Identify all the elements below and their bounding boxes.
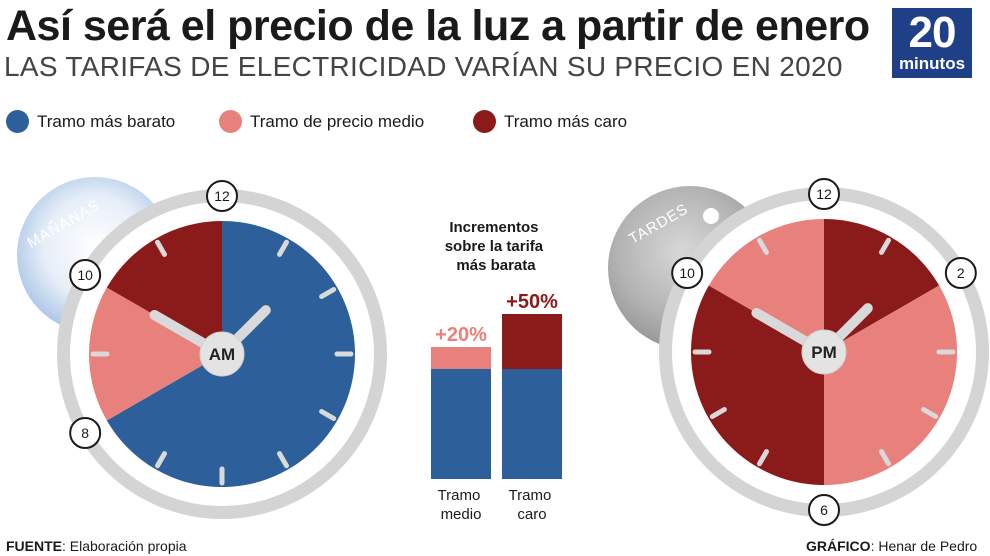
svg-text:Tramo medio: Tramo medio (438, 487, 485, 523)
am-hour-marker-8 (69, 417, 102, 449)
pm-center-cap (801, 329, 847, 375)
am-hour-tick (155, 451, 167, 469)
pm-hour-tick (757, 449, 769, 467)
page-subtitle: LAS TARIFAS DE ELECTRICIDAD VARÍAN SU PR… (4, 51, 843, 82)
increment-bar-chart: Incrementos sobre la tarifa más barata +… (431, 219, 562, 523)
am-hour-label-12: 12 (214, 188, 230, 204)
category-label-caro-line-2: caro (517, 506, 546, 523)
source-value: : Elaboración propia (62, 538, 187, 554)
chart-title-line-2: sobre la tarifa (445, 238, 544, 255)
pm-hour-marker-10 (671, 257, 704, 289)
pm-hour-marker-12 (808, 178, 840, 210)
svg-text:Incrementos sobre la tar: Incrementos sobre la tarifa más barata (445, 219, 548, 274)
bar-label-medio: +20% (435, 324, 487, 346)
legend-item-medio: Tramo de precio medio (219, 110, 424, 133)
category-label-medio-line-2: medio (441, 506, 482, 523)
am-hour-tick (319, 409, 337, 421)
am-hour-tick (319, 287, 337, 299)
credit-label: GRÁFICO (806, 538, 871, 554)
chart-title-line-1: Incrementos (449, 219, 538, 236)
credit-note: GRÁFICO: Henar de Pedro (806, 538, 977, 554)
pm-segment-medio-1 (824, 285, 957, 485)
pm-hour-tick (921, 407, 939, 419)
pm-hour-tick (757, 237, 769, 255)
am-hour-marker-12 (206, 180, 238, 212)
chart-title-line-3: más barata (456, 257, 536, 274)
legend-label-barato: Tramo más barato (37, 111, 176, 131)
pm-hour-tick (879, 237, 891, 255)
pm-hour-tick (879, 449, 891, 467)
legend-dot-medio (219, 110, 242, 133)
pm-center-label: PM (811, 343, 837, 362)
source-label: FUENTE (6, 538, 62, 554)
am-center-cap (199, 331, 245, 377)
am-hour-tick (277, 451, 289, 469)
legend-dot-caro (473, 110, 496, 133)
credit-value: : Henar de Pedro (870, 538, 978, 554)
am-hour-tick (277, 239, 289, 257)
am-hour-marker-10 (69, 259, 102, 291)
bar-increment-caro (502, 314, 562, 369)
am-center-label: AM (209, 345, 235, 364)
legend-item-caro: Tramo más caro (473, 110, 627, 133)
pm-segment-medio-3 (708, 219, 824, 352)
source-note: FUENTE: Elaboración propia (6, 538, 187, 554)
bar-increment-medio (431, 347, 491, 369)
legend-label-medio: Tramo de precio medio (250, 111, 425, 131)
am-segment-medio-1 (89, 287, 223, 421)
am-hour-tick (155, 239, 167, 257)
bar-label-caro: +50% (506, 291, 558, 313)
pm-hour-label-12: 12 (816, 186, 832, 202)
category-label-medio-line-1: Tramo (438, 487, 481, 504)
logo-number: 20 (908, 8, 957, 57)
pm-hour-label-6: 6 (820, 502, 828, 518)
legend-item-barato: Tramo más barato (6, 110, 175, 133)
pm-hour-label-10: 10 (679, 265, 695, 281)
am-hour-label-8: 8 (81, 425, 89, 441)
pm-hour-marker-6 (808, 494, 840, 526)
category-label-caro-line-1: Tramo (509, 487, 552, 504)
bar-base-medio (431, 369, 491, 479)
legend-label-caro: Tramo más caro (504, 111, 628, 131)
brand-logo: 20 minutos (892, 8, 972, 78)
svg-text:Tramo caro: Tramo caro (509, 487, 556, 523)
pm-hour-marker-2 (944, 257, 977, 289)
bar-base-caro (502, 369, 562, 479)
pm-hour-tick (709, 407, 727, 419)
page-title: Así será el precio de la luz a partir de… (6, 2, 870, 50)
pm-hour-label-2: 2 (957, 265, 965, 281)
logo-word: minutos (898, 54, 966, 73)
am-hour-label-10: 10 (77, 267, 93, 283)
pm-badge-hole (703, 208, 719, 224)
am-segment-caro-2 (106, 221, 222, 354)
legend-dot-barato (6, 110, 29, 133)
